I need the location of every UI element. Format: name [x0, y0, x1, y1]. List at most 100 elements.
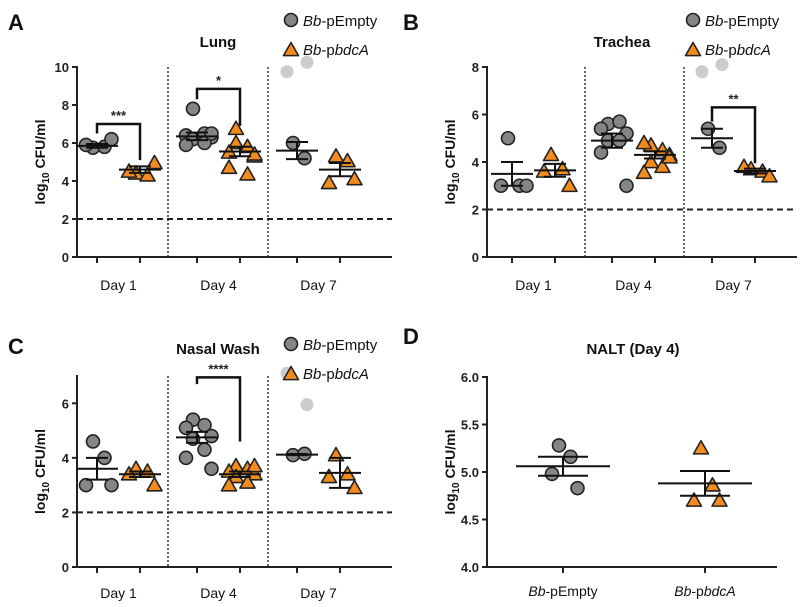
- x-category-label: Bb-pbdcA: [674, 583, 736, 599]
- data-point-pbdca: [246, 457, 263, 473]
- y-tick-label: 0: [62, 250, 69, 265]
- y-axis-label-part: CFU/ml: [32, 119, 48, 172]
- y-tick-label: 0: [472, 250, 479, 265]
- legend-marker-pempty: [283, 336, 299, 352]
- data-point-pbdca: [227, 134, 245, 150]
- y-axis-label: log10 CFU/ml: [32, 429, 52, 514]
- y-tick-label: 8: [472, 60, 479, 75]
- x-category-label: Day 1: [100, 585, 137, 601]
- panel-title: Nasal Wash: [176, 341, 260, 358]
- y-axis-label-part: 10: [41, 481, 52, 493]
- panel-letter: C: [8, 334, 24, 359]
- data-point-pempty: [570, 480, 585, 496]
- y-tick-label: 10: [55, 60, 69, 75]
- data-point-pbdca: [239, 474, 256, 489]
- y-tick-label: 2: [62, 212, 69, 227]
- y-tick-label: 5.5: [461, 418, 479, 433]
- data-point-pempty: [85, 434, 101, 449]
- data-point-pbdca: [685, 492, 703, 507]
- y-tick-label: 2: [62, 505, 69, 520]
- y-axis-label-part: CFU/ml: [442, 429, 458, 482]
- y-axis-label-part: log: [32, 184, 48, 205]
- data-point-pempty: [178, 450, 194, 466]
- legend-marker-pbdca: [282, 41, 300, 57]
- y-axis-label-part: log: [32, 493, 48, 514]
- data-point-pbdca: [320, 468, 338, 484]
- data-point-pempty: [619, 178, 634, 194]
- data-point-pbdca: [139, 167, 156, 182]
- data-point-pempty: [204, 428, 219, 444]
- y-tick-label: 8: [62, 98, 69, 113]
- legend-label: Bb-pEmpty: [303, 337, 378, 354]
- y-axis-label: log10 CFU/ml: [32, 119, 52, 204]
- data-point-pempty: [544, 466, 560, 482]
- data-point-pbdca: [561, 177, 578, 193]
- x-category-label: Day 1: [100, 277, 137, 293]
- y-axis-label-part: log: [442, 494, 458, 515]
- y-tick-label: 2: [472, 203, 479, 218]
- y-tick-label: 0: [62, 560, 69, 575]
- significance-bracket: [710, 106, 757, 164]
- y-axis-label: log10 CFU/ml: [442, 119, 462, 204]
- legend-marker-pbdca: [282, 365, 300, 381]
- legend-label: Bb-pbdcA: [303, 42, 369, 59]
- panel-letter: A: [8, 10, 24, 35]
- data-point-pbdca: [635, 164, 653, 180]
- excluded-point: [695, 65, 709, 79]
- data-point-pbdca: [346, 170, 363, 186]
- significance-stars: **: [728, 91, 739, 106]
- y-tick-label: 6.0: [461, 370, 479, 385]
- data-point-pbdca: [654, 158, 671, 174]
- data-point-pbdca: [146, 476, 163, 492]
- y-tick-label: 6: [472, 108, 479, 123]
- data-point-pbdca: [711, 492, 728, 507]
- excluded-point: [300, 398, 314, 412]
- x-category-label: Bb-pEmpty: [528, 583, 597, 599]
- data-point-pbdca: [661, 148, 678, 164]
- panel-title: NALT (Day 4): [586, 341, 679, 358]
- significance-bracket: [195, 376, 242, 442]
- excluded-point: [300, 55, 314, 69]
- significance-stars: ***: [111, 108, 127, 123]
- x-category-label: Day 7: [715, 277, 752, 293]
- y-tick-label: 4.5: [461, 513, 479, 528]
- y-tick-label: 5.0: [461, 465, 479, 480]
- legend-marker-pempty: [685, 12, 701, 28]
- data-point-pempty: [185, 101, 201, 117]
- x-category-label: Day 4: [615, 277, 652, 293]
- data-point-pempty: [104, 477, 119, 493]
- data-point-pbdca: [635, 134, 653, 150]
- data-point-pbdca: [327, 148, 345, 163]
- legend-label: Bb-pbdcA: [303, 366, 369, 383]
- x-category-label: Day 4: [200, 585, 237, 601]
- y-tick-label: 6: [62, 396, 69, 411]
- significance-bracket: [195, 87, 242, 126]
- data-point-pbdca: [642, 153, 660, 169]
- y-axis-label-part: CFU/ml: [442, 119, 458, 172]
- data-point-pempty: [500, 130, 516, 146]
- panel-letter: D: [403, 324, 419, 349]
- significance-stars: *: [216, 73, 222, 88]
- data-point-pbdca: [761, 167, 778, 183]
- y-axis-label-part: log: [442, 184, 458, 205]
- data-point-pbdca: [692, 439, 710, 455]
- data-point-pempty: [612, 114, 627, 129]
- y-axis-label-part: 10: [451, 482, 462, 494]
- y-axis-label-part: 10: [41, 172, 52, 184]
- y-axis-label-part: CFU/ml: [32, 429, 48, 482]
- data-point-pbdca: [542, 146, 560, 162]
- x-category-label: Day 7: [300, 277, 337, 293]
- y-tick-label: 4: [62, 451, 70, 466]
- data-point-pbdca: [320, 174, 338, 190]
- data-point-pempty: [197, 442, 212, 457]
- y-tick-label: 6: [62, 136, 69, 151]
- data-point-pempty: [178, 137, 194, 153]
- legend-label: Bb-pEmpty: [303, 13, 378, 30]
- data-point-pbdca: [239, 166, 256, 181]
- significance-stars: ****: [208, 361, 229, 376]
- data-point-pbdca: [220, 159, 238, 175]
- legend-label: Bb-pEmpty: [705, 13, 780, 30]
- legend-marker-pempty: [283, 12, 299, 28]
- data-point-pbdca: [554, 160, 571, 176]
